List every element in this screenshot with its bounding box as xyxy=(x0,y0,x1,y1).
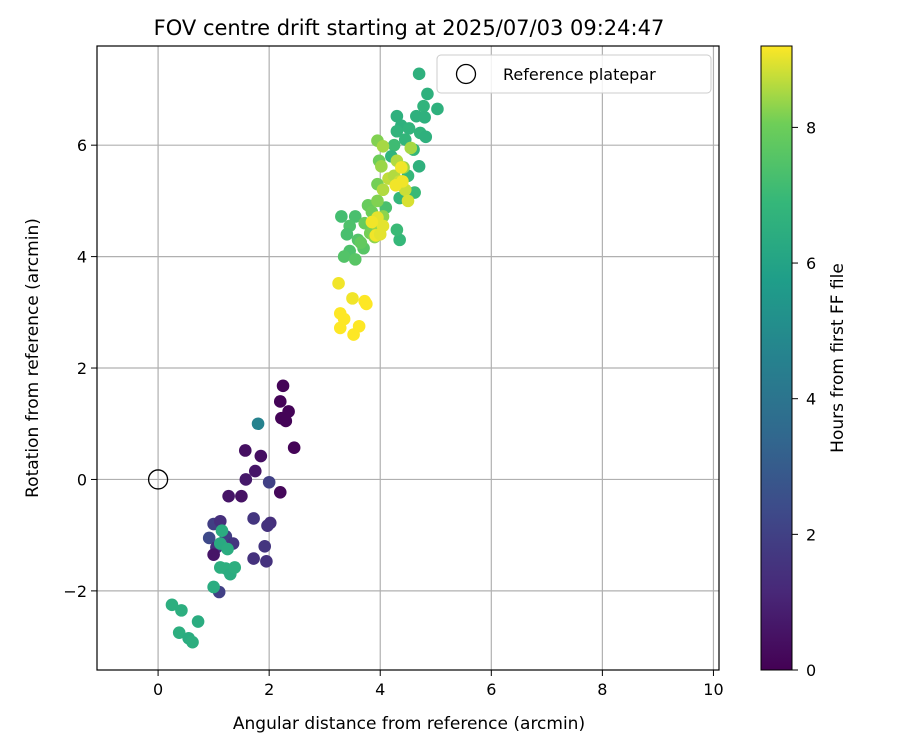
colorbar-tick-label: 4 xyxy=(806,390,816,409)
x-tick-label: 4 xyxy=(375,680,385,699)
data-point xyxy=(273,485,287,499)
data-point xyxy=(287,441,301,455)
x-axis-label: Angular distance from reference (arcmin) xyxy=(233,714,585,734)
x-tick-label: 10 xyxy=(703,680,723,699)
data-point xyxy=(247,512,260,525)
colorbar-gradient xyxy=(760,45,793,671)
data-point xyxy=(390,109,404,123)
x-tick-label: 6 xyxy=(486,680,496,699)
chart-title: FOV centre drift starting at 2025/07/03 … xyxy=(154,16,665,40)
data-point xyxy=(375,160,388,173)
data-point xyxy=(235,489,248,503)
data-point xyxy=(239,473,253,486)
data-point xyxy=(273,395,287,408)
colorbar-ticks: 0 2 4 6 8 xyxy=(792,118,816,680)
data-point xyxy=(175,604,188,617)
data-point xyxy=(346,292,359,305)
data-point xyxy=(431,102,444,116)
y-tick-label: 0 xyxy=(77,470,87,489)
data-point xyxy=(373,228,387,241)
data-point xyxy=(260,555,273,568)
data-point xyxy=(258,540,272,553)
colorbar-tick-label: 0 xyxy=(806,661,816,680)
data-point xyxy=(412,160,426,173)
x-tick-label: 0 xyxy=(153,680,163,699)
x-tick-label: 8 xyxy=(597,680,607,699)
data-point xyxy=(340,228,354,241)
data-point xyxy=(276,379,290,393)
data-points xyxy=(165,67,444,649)
data-point xyxy=(376,139,390,153)
data-point xyxy=(335,210,348,223)
legend-box xyxy=(436,54,712,94)
data-point xyxy=(395,161,408,174)
data-point xyxy=(213,514,227,528)
data-point xyxy=(248,464,262,478)
data-point xyxy=(402,122,416,135)
colorbar: 0 2 4 6 8 Hours from first FF file xyxy=(760,45,848,680)
data-point xyxy=(191,615,205,628)
legend-marker xyxy=(455,63,477,85)
data-point xyxy=(365,215,379,229)
data-point xyxy=(390,223,404,237)
data-point xyxy=(393,233,406,247)
data-point xyxy=(215,524,229,538)
plot-frame xyxy=(96,45,720,671)
y-tick-label: 2 xyxy=(77,359,87,378)
data-point xyxy=(376,183,390,197)
x-axis-ticks: 0 2 4 6 8 10 xyxy=(153,670,724,699)
data-point xyxy=(279,414,293,428)
data-point xyxy=(348,210,362,223)
legend: Reference platepar xyxy=(436,54,712,94)
data-point xyxy=(221,542,234,556)
data-point xyxy=(417,99,430,113)
data-point xyxy=(371,194,384,208)
data-point xyxy=(390,124,404,138)
data-point xyxy=(347,328,360,341)
colorbar-tick-label: 2 xyxy=(806,525,816,544)
data-point xyxy=(254,449,268,463)
data-point xyxy=(186,635,199,649)
data-point xyxy=(172,626,186,639)
data-point xyxy=(222,489,235,503)
data-point xyxy=(354,236,368,249)
data-point xyxy=(419,130,433,144)
data-point xyxy=(348,253,362,266)
data-point xyxy=(202,531,216,545)
data-point xyxy=(332,277,345,290)
data-point xyxy=(207,548,220,561)
y-tick-label: 6 xyxy=(77,136,87,155)
data-point xyxy=(251,417,265,431)
y-tick-label: −2 xyxy=(63,582,87,601)
data-point xyxy=(261,519,274,532)
reference-marker xyxy=(147,469,169,490)
colorbar-tick-label: 6 xyxy=(806,254,816,273)
data-point xyxy=(418,111,431,124)
data-point xyxy=(228,561,242,574)
y-tick-label: 4 xyxy=(77,248,87,267)
data-point xyxy=(387,138,401,152)
data-point xyxy=(401,194,415,208)
data-point xyxy=(165,598,179,612)
y-axis-label: Rotation from reference (arcmin) xyxy=(23,218,43,498)
y-axis-ticks: −2 0 2 4 6 xyxy=(63,136,97,601)
legend-label: Reference platepar xyxy=(503,65,656,84)
data-point xyxy=(247,552,260,565)
colorbar-tick-label: 8 xyxy=(806,118,816,137)
data-point xyxy=(238,444,252,457)
data-point xyxy=(333,321,347,335)
colorbar-label: Hours from first FF file xyxy=(828,263,848,453)
data-point xyxy=(389,178,403,192)
data-point xyxy=(360,297,373,311)
x-tick-label: 2 xyxy=(264,680,274,699)
data-point xyxy=(262,475,276,489)
data-point xyxy=(337,250,351,263)
data-point xyxy=(421,87,434,101)
reference-point xyxy=(147,469,169,490)
data-point xyxy=(412,67,426,81)
data-point xyxy=(207,580,220,594)
data-point xyxy=(404,141,418,155)
